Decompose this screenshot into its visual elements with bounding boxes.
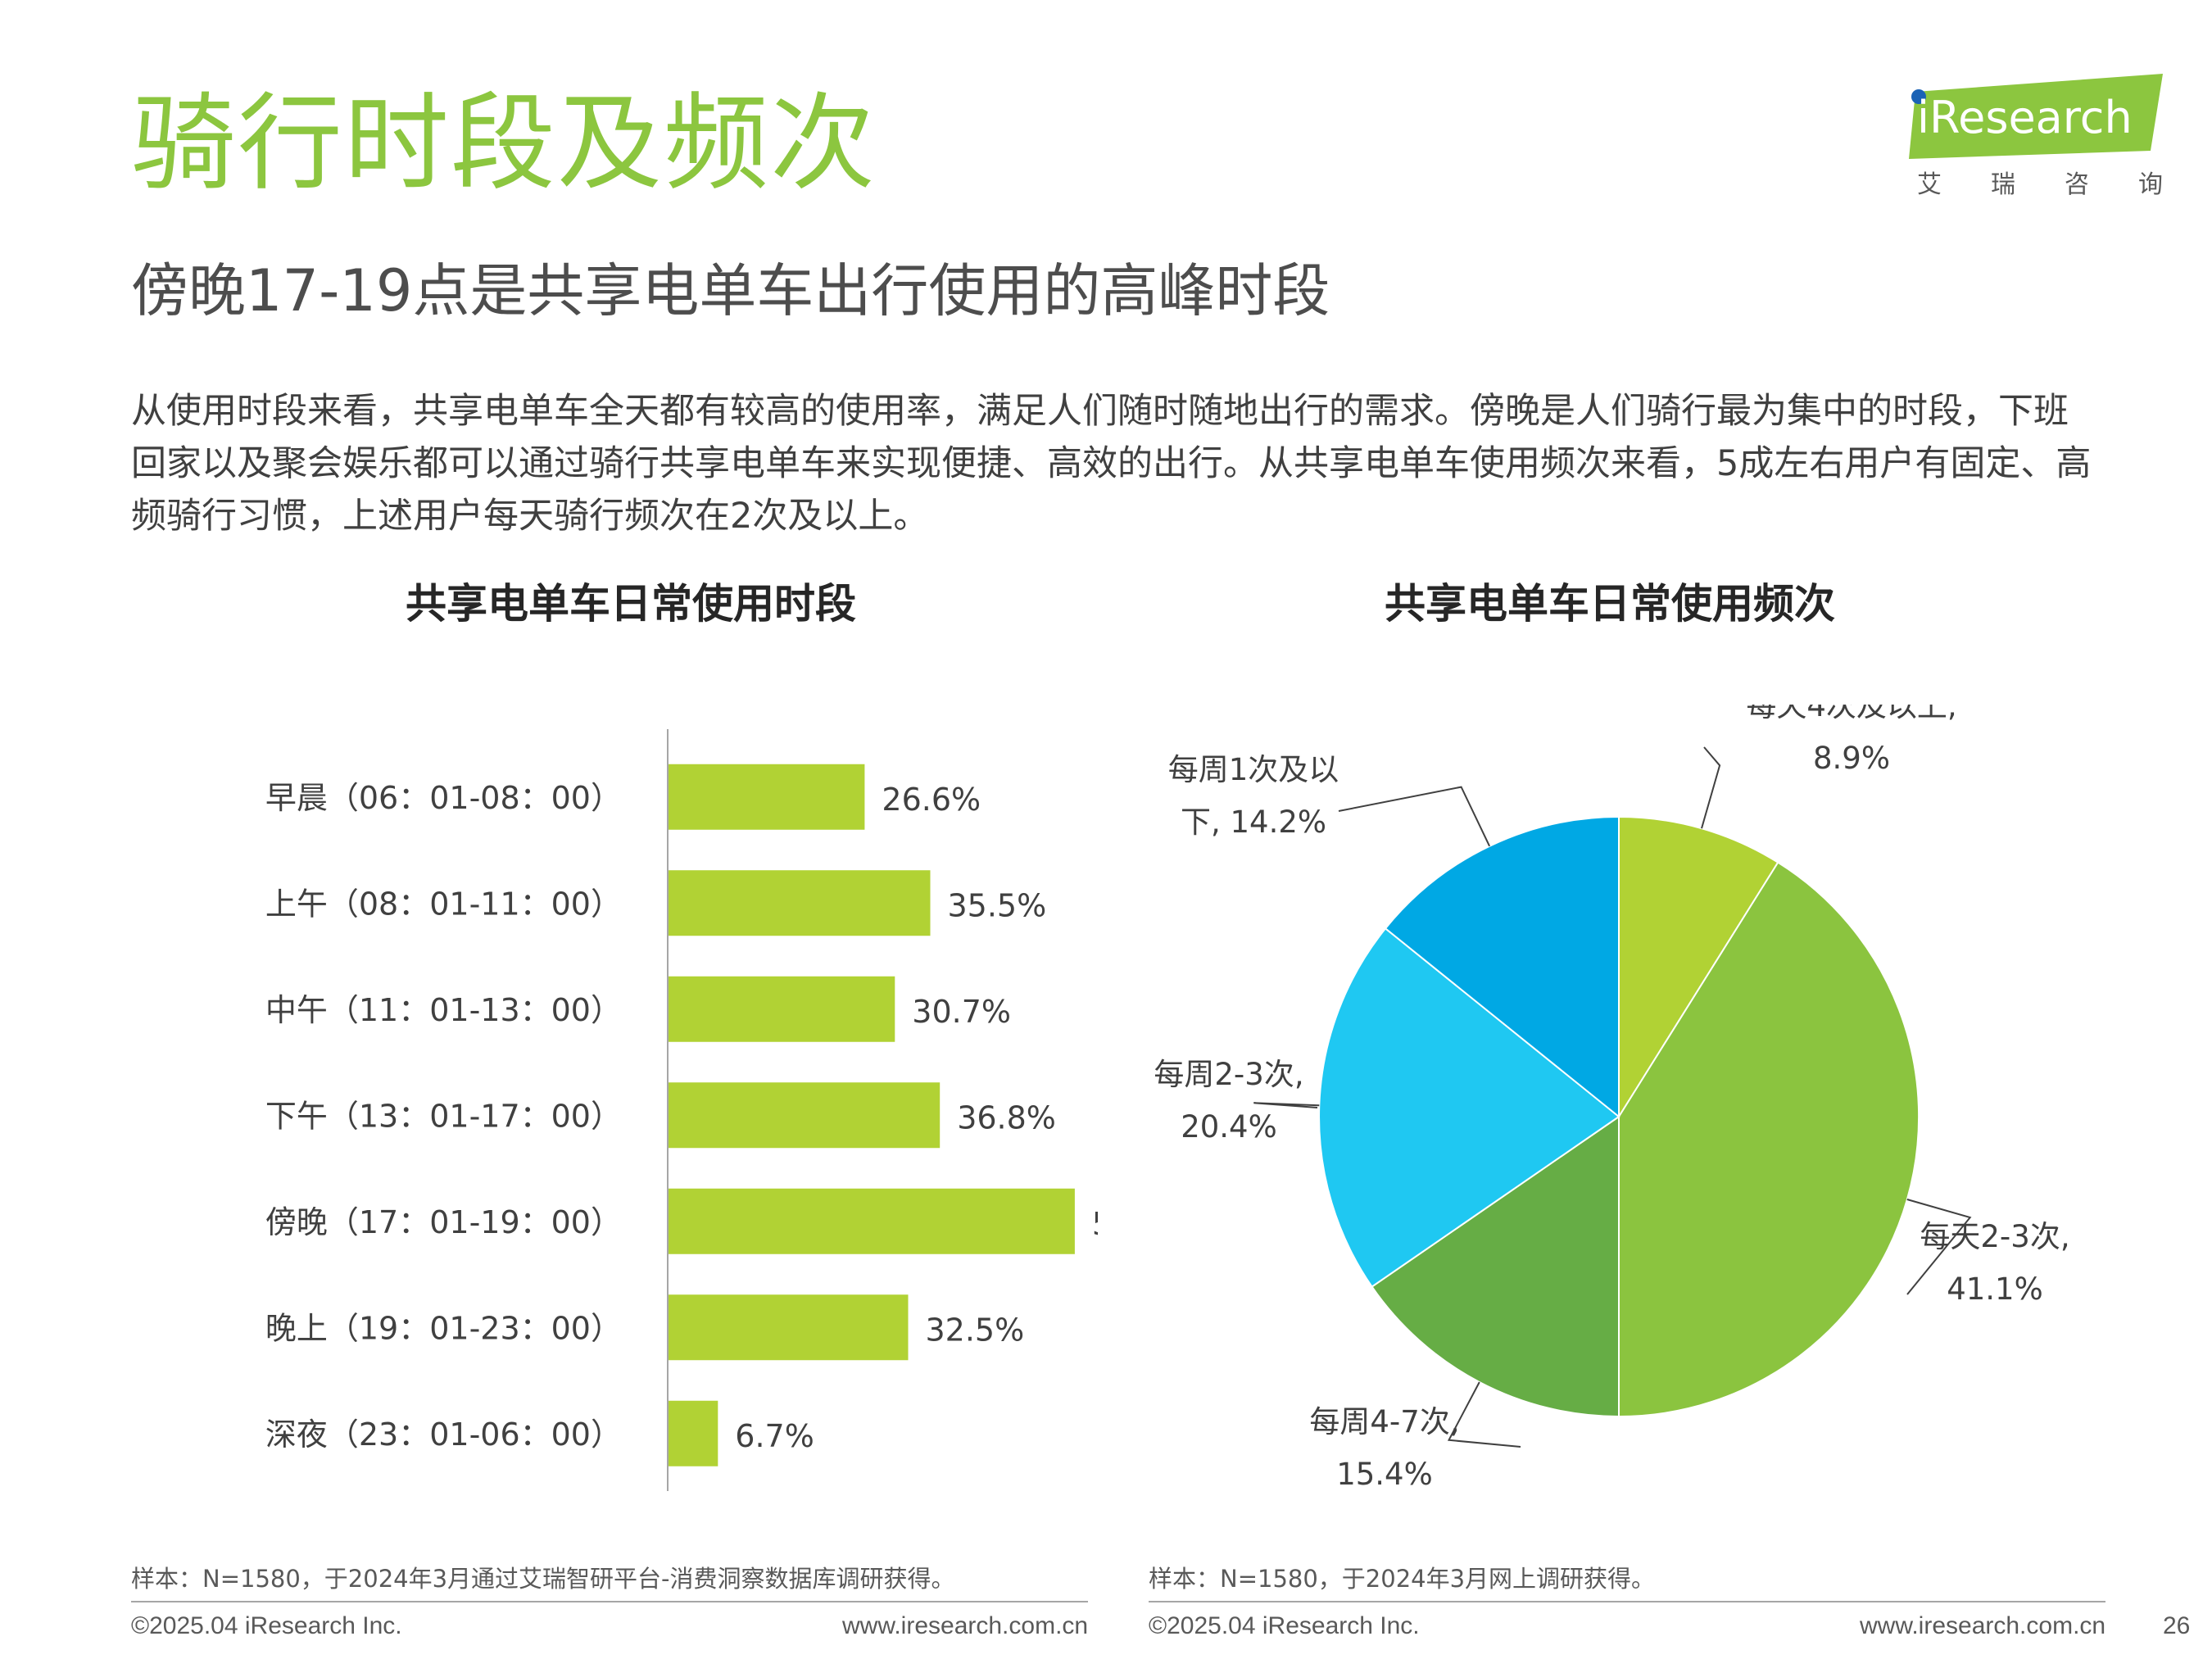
pie-slice-label: 每周1次及以 bbox=[1168, 752, 1339, 787]
logo-text: iResearch bbox=[1917, 92, 2133, 143]
logo-tagline-char: 瑞 bbox=[1991, 170, 2015, 199]
iresearch-logo: iResearch bbox=[1909, 74, 2163, 159]
bar-value-label: 6.7% bbox=[735, 1418, 814, 1454]
bar bbox=[669, 1082, 941, 1149]
logo-tagline-char: 咨 bbox=[2065, 170, 2089, 199]
pie-slice bbox=[1384, 815, 1620, 1119]
bar-value-label: 35.5% bbox=[948, 887, 1047, 923]
bar-category-label: 上午（08：01-11：00） bbox=[265, 886, 622, 922]
pie-chart-title: 共享电单车日常使用频次 bbox=[1385, 580, 1835, 628]
footer-copyright-right: ©2025.04 iResearch Inc. bbox=[1149, 1612, 1420, 1639]
bar-category-label: 下午（13：01-17：00） bbox=[265, 1098, 622, 1134]
pie-leader-line bbox=[1701, 746, 1721, 829]
bar bbox=[669, 976, 895, 1042]
logo-tagline-char: 艾 bbox=[1917, 170, 1942, 199]
bar-category-label: 深夜（23：01-06：00） bbox=[265, 1416, 622, 1453]
pie-leader-line bbox=[1906, 1199, 1972, 1295]
bar-chart-title: 共享电单车日常使用时段 bbox=[406, 580, 856, 628]
logo-tagline-char: 询 bbox=[2138, 170, 2163, 199]
page-subtitle: 傍晚17-19点是共享电单车出行使用的高峰时段 bbox=[131, 257, 1330, 324]
pie-chart-source: 样本：N=1580，于2024年3月网上调研获得。 bbox=[1149, 1565, 1656, 1593]
footer-divider-left bbox=[131, 1601, 1088, 1602]
bar bbox=[669, 764, 865, 830]
pie-slice-label: 每周4-7次, bbox=[1309, 1404, 1459, 1439]
footer-website-right: www.iresearch.com.cn bbox=[1860, 1612, 2106, 1639]
pie-slice-label: 20.4% bbox=[1181, 1109, 1277, 1145]
pie-slice-label: 15.4% bbox=[1336, 1457, 1433, 1492]
bar-value-label: 36.8% bbox=[957, 1099, 1056, 1135]
bar bbox=[669, 1188, 1075, 1254]
page-number: 26 bbox=[2163, 1612, 2191, 1639]
pie-leader-line bbox=[1447, 1381, 1521, 1448]
footer-website-left: www.iresearch.com.cn bbox=[842, 1612, 1089, 1639]
logo-background bbox=[1909, 74, 2163, 159]
bar-value-label: 32.5% bbox=[926, 1312, 1025, 1348]
logo-dot-icon bbox=[1911, 89, 1926, 104]
bar-category-label: 中午（11：01-13：00） bbox=[265, 992, 622, 1028]
pie-slice-label: 41.1% bbox=[1947, 1271, 2043, 1307]
pie-slice-label: 每天2-3次, bbox=[1920, 1219, 2069, 1254]
bar-category-label: 傍晚（17：01-19：00） bbox=[265, 1204, 622, 1240]
pie-leader-line bbox=[1253, 1102, 1320, 1108]
bar bbox=[669, 1294, 909, 1361]
frequency-pie-chart: 每天4次及以上, 8.9% 每天2-3次, 41.1% 每周4-7次, 15.4% 每周2-… bbox=[1154, 705, 2069, 1492]
time-period-bar-chart: 早晨（06：01-08：00） 26.6% 上午（08：01-11：00） 35.5%… bbox=[265, 729, 1098, 1491]
pie-slice-label: 下, 14.2% bbox=[1181, 805, 1326, 840]
pie-slice bbox=[1371, 1115, 1620, 1418]
bar-value-label: 30.7% bbox=[912, 994, 1011, 1030]
logo-tagline: 艾 瑞 咨 询 bbox=[1917, 164, 2163, 200]
pie-slice-label: 每周2-3次, bbox=[1154, 1057, 1303, 1092]
footer-copyright-left: ©2025.04 iResearch Inc. bbox=[131, 1612, 402, 1639]
pie-leader-line bbox=[1338, 786, 1491, 847]
pie-slice bbox=[1618, 815, 1779, 1120]
pie-slice-label: 每天4次及以上, bbox=[1746, 705, 1956, 723]
summary-paragraph: 从使用时段来看，共享电单车全天都有较高的使用率，满足人们随时随地出行的需求。傍晚… bbox=[131, 391, 2092, 537]
bar bbox=[669, 870, 931, 936]
bar-value-label: 26.6% bbox=[882, 782, 981, 818]
pie-slice-label: 8.9% bbox=[1813, 741, 1890, 776]
bar bbox=[669, 1400, 718, 1466]
page-title: 骑行时段及频次 bbox=[131, 83, 877, 205]
bar-category-label: 晚上（19：01-23：00） bbox=[265, 1310, 622, 1346]
bar-category-label: 早晨（06：01-08：00） bbox=[265, 780, 622, 816]
bar-chart-source: 样本：N=1580，于2024年3月通过艾瑞智研平台-消费洞察数据库调研获得。 bbox=[131, 1565, 955, 1593]
bar-value-label: 55.1% bbox=[1092, 1206, 1098, 1242]
footer-divider-right bbox=[1149, 1601, 2105, 1602]
